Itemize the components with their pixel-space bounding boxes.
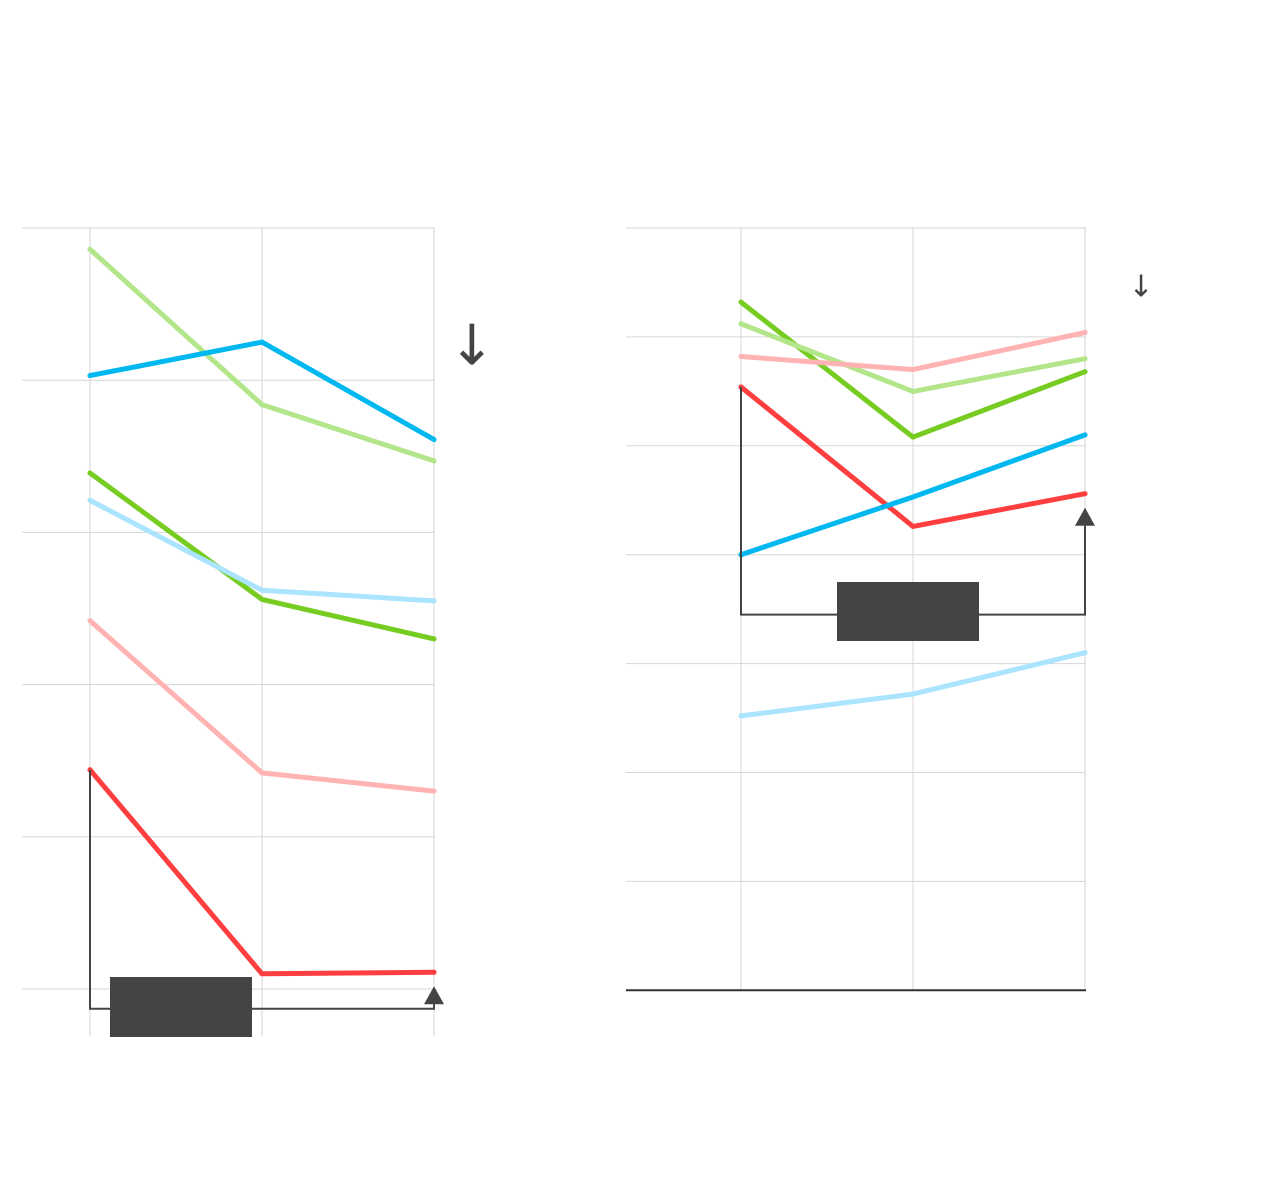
data-point — [259, 971, 265, 977]
annotation-label-box — [837, 582, 979, 641]
data-point — [259, 339, 265, 345]
data-point — [259, 402, 265, 408]
annotation-label-box — [110, 977, 252, 1037]
data-point — [1082, 369, 1088, 375]
annotation-arrowhead — [1075, 507, 1095, 526]
data-point — [738, 321, 744, 327]
data-point — [431, 437, 437, 443]
data-point — [1082, 491, 1088, 497]
chart-right: ↓ — [626, 227, 1154, 992]
data-point — [431, 458, 437, 464]
data-point — [910, 367, 916, 373]
data-point — [87, 767, 93, 773]
data-point — [87, 497, 93, 503]
data-point — [738, 713, 744, 719]
annotation-bracket — [89, 769, 435, 1010]
down-arrow-icon: ↓ — [449, 314, 496, 379]
data-point — [259, 770, 265, 776]
data-point — [431, 788, 437, 794]
data-point — [259, 587, 265, 593]
data-point — [910, 523, 916, 529]
data-point — [87, 618, 93, 624]
data-point — [1082, 330, 1088, 335]
data-point — [910, 388, 916, 394]
data-point — [1082, 356, 1088, 362]
data-point — [87, 373, 93, 379]
data-point — [431, 636, 437, 642]
data-point — [1082, 650, 1088, 656]
down-arrow-icon: ↓ — [1128, 270, 1153, 305]
data-point — [738, 299, 744, 305]
data-point — [259, 596, 265, 602]
data-point — [87, 246, 93, 252]
annotation-arrowhead — [424, 986, 444, 1005]
chart-left: ↓ — [22, 227, 496, 1037]
data-point — [1082, 432, 1088, 438]
data-point — [910, 691, 916, 697]
data-point — [87, 470, 93, 476]
data-point — [738, 354, 744, 359]
data-point — [910, 494, 916, 500]
data-point — [431, 598, 437, 604]
data-point — [431, 969, 437, 975]
data-point — [910, 434, 916, 440]
